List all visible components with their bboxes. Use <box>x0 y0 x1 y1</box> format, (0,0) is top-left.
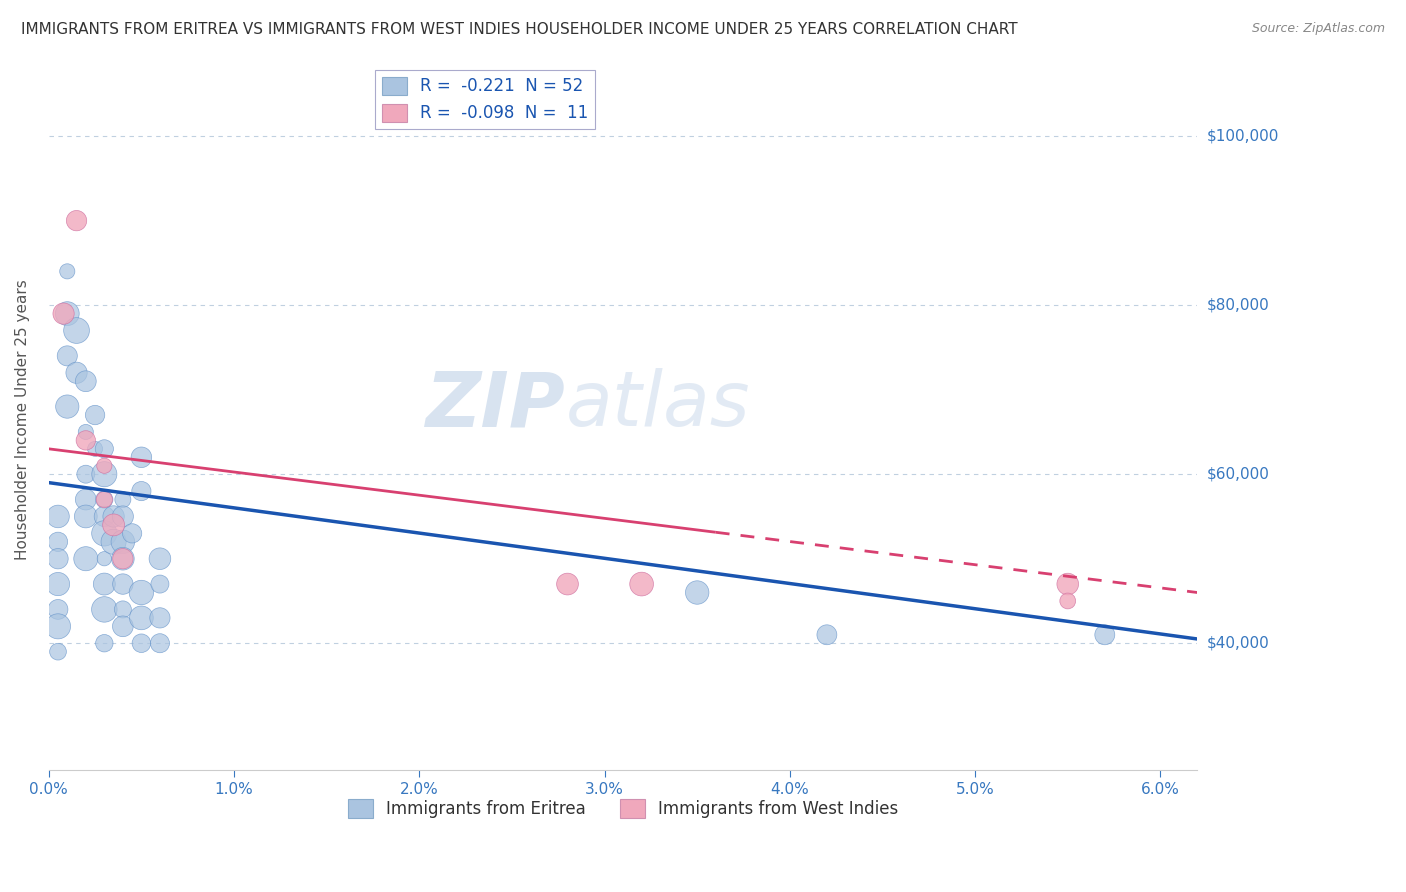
Text: IMMIGRANTS FROM ERITREA VS IMMIGRANTS FROM WEST INDIES HOUSEHOLDER INCOME UNDER : IMMIGRANTS FROM ERITREA VS IMMIGRANTS FR… <box>21 22 1018 37</box>
Point <box>686 585 709 599</box>
Point <box>75 374 97 388</box>
Text: $40,000: $40,000 <box>1206 636 1270 651</box>
Point <box>46 534 69 549</box>
Point <box>46 602 69 616</box>
Point <box>131 450 153 465</box>
Point <box>131 636 153 650</box>
Point <box>93 602 115 616</box>
Point <box>75 434 97 448</box>
Point <box>46 509 69 524</box>
Point <box>111 551 134 566</box>
Point <box>815 628 838 642</box>
Point <box>46 551 69 566</box>
Point <box>1094 628 1116 642</box>
Point <box>630 577 652 591</box>
Point <box>93 492 115 507</box>
Point <box>103 509 125 524</box>
Point <box>75 492 97 507</box>
Point <box>131 585 153 599</box>
Point <box>56 307 79 321</box>
Point <box>93 526 115 541</box>
Text: $100,000: $100,000 <box>1206 128 1279 144</box>
Point <box>1056 577 1078 591</box>
Point <box>93 442 115 456</box>
Point <box>149 636 172 650</box>
Point <box>103 517 125 532</box>
Point <box>65 213 87 227</box>
Point <box>56 400 79 414</box>
Point <box>46 645 69 659</box>
Point <box>93 577 115 591</box>
Point <box>111 534 134 549</box>
Point <box>75 425 97 439</box>
Point <box>56 264 79 278</box>
Point <box>1056 594 1078 608</box>
Point <box>111 551 134 566</box>
Point <box>93 551 115 566</box>
Point <box>93 467 115 482</box>
Point <box>84 408 107 422</box>
Point <box>111 619 134 633</box>
Text: $60,000: $60,000 <box>1206 467 1270 482</box>
Point <box>93 458 115 473</box>
Point <box>75 509 97 524</box>
Text: ZIP: ZIP <box>426 368 565 442</box>
Point <box>111 577 134 591</box>
Point <box>93 509 115 524</box>
Point <box>111 602 134 616</box>
Point <box>84 442 107 456</box>
Point <box>557 577 579 591</box>
Point <box>65 366 87 380</box>
Point <box>65 324 87 338</box>
Point <box>111 509 134 524</box>
Point <box>75 551 97 566</box>
Point <box>149 577 172 591</box>
Point <box>46 619 69 633</box>
Point <box>131 484 153 499</box>
Point <box>75 467 97 482</box>
Point <box>93 636 115 650</box>
Text: atlas: atlas <box>565 368 751 442</box>
Text: Source: ZipAtlas.com: Source: ZipAtlas.com <box>1251 22 1385 36</box>
Point <box>56 349 79 363</box>
Point <box>149 551 172 566</box>
Text: $80,000: $80,000 <box>1206 298 1270 313</box>
Y-axis label: Householder Income Under 25 years: Householder Income Under 25 years <box>15 279 30 559</box>
Point <box>131 611 153 625</box>
Point <box>121 526 143 541</box>
Point <box>52 307 75 321</box>
Point <box>149 611 172 625</box>
Point <box>93 492 115 507</box>
Point <box>111 492 134 507</box>
Legend: Immigrants from Eritrea, Immigrants from West Indies: Immigrants from Eritrea, Immigrants from… <box>342 793 904 825</box>
Point <box>103 534 125 549</box>
Point <box>46 577 69 591</box>
